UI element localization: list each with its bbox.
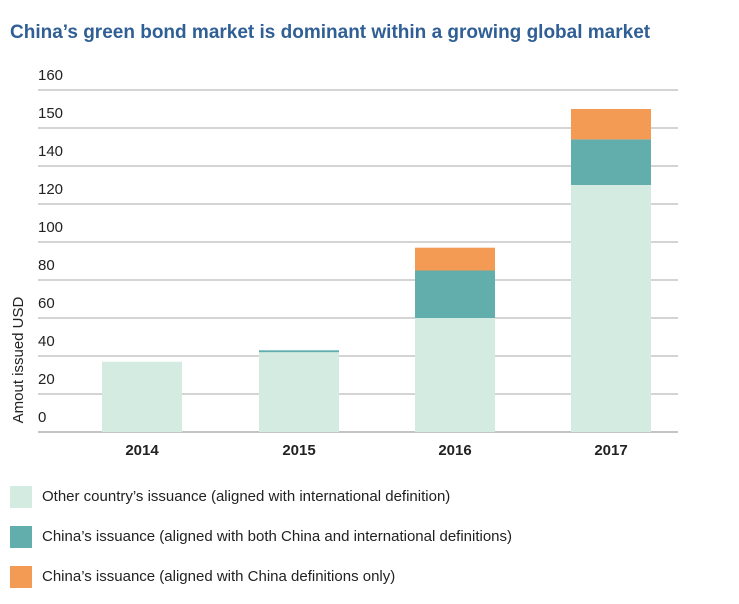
bar-segment [415,247,495,271]
bar-segment [259,350,339,353]
x-tick-label: 2016 [438,442,471,459]
y-tick-label: 140 [38,143,63,160]
y-tick-label: 0 [38,409,46,426]
legend-label: Other country’s issuance (aligned with i… [42,488,450,505]
chart-title: China’s green bond market is dominant wi… [10,22,651,43]
x-tick-label: 2014 [125,442,159,459]
bar-segment [571,139,651,185]
bar-segment [102,361,182,432]
y-tick-label: 160 [38,67,63,84]
legend-swatch [10,566,32,588]
y-tick-label: 100 [38,219,63,236]
legend-label: China’s issuance (aligned with China def… [42,568,395,585]
y-tick-label: 80 [38,257,55,274]
y-tick-label: 40 [38,333,55,350]
y-axis-label: Amout issued USD [10,296,27,423]
bar-segment [415,318,495,432]
x-tick-label: 2017 [594,442,627,459]
legend-swatch [10,486,32,508]
y-tick-label: 20 [38,371,55,388]
bar-segment [259,352,339,432]
x-tick-label: 2015 [282,442,315,459]
legend-label: China’s issuance (aligned with both Chin… [42,528,512,545]
bar-segment [571,109,651,140]
legend-swatch [10,526,32,548]
bar-segment [571,185,651,432]
y-tick-label: 120 [38,181,63,198]
bar-segment [415,270,495,318]
y-tick-label: 60 [38,295,55,312]
y-tick-label: 150 [38,105,63,122]
